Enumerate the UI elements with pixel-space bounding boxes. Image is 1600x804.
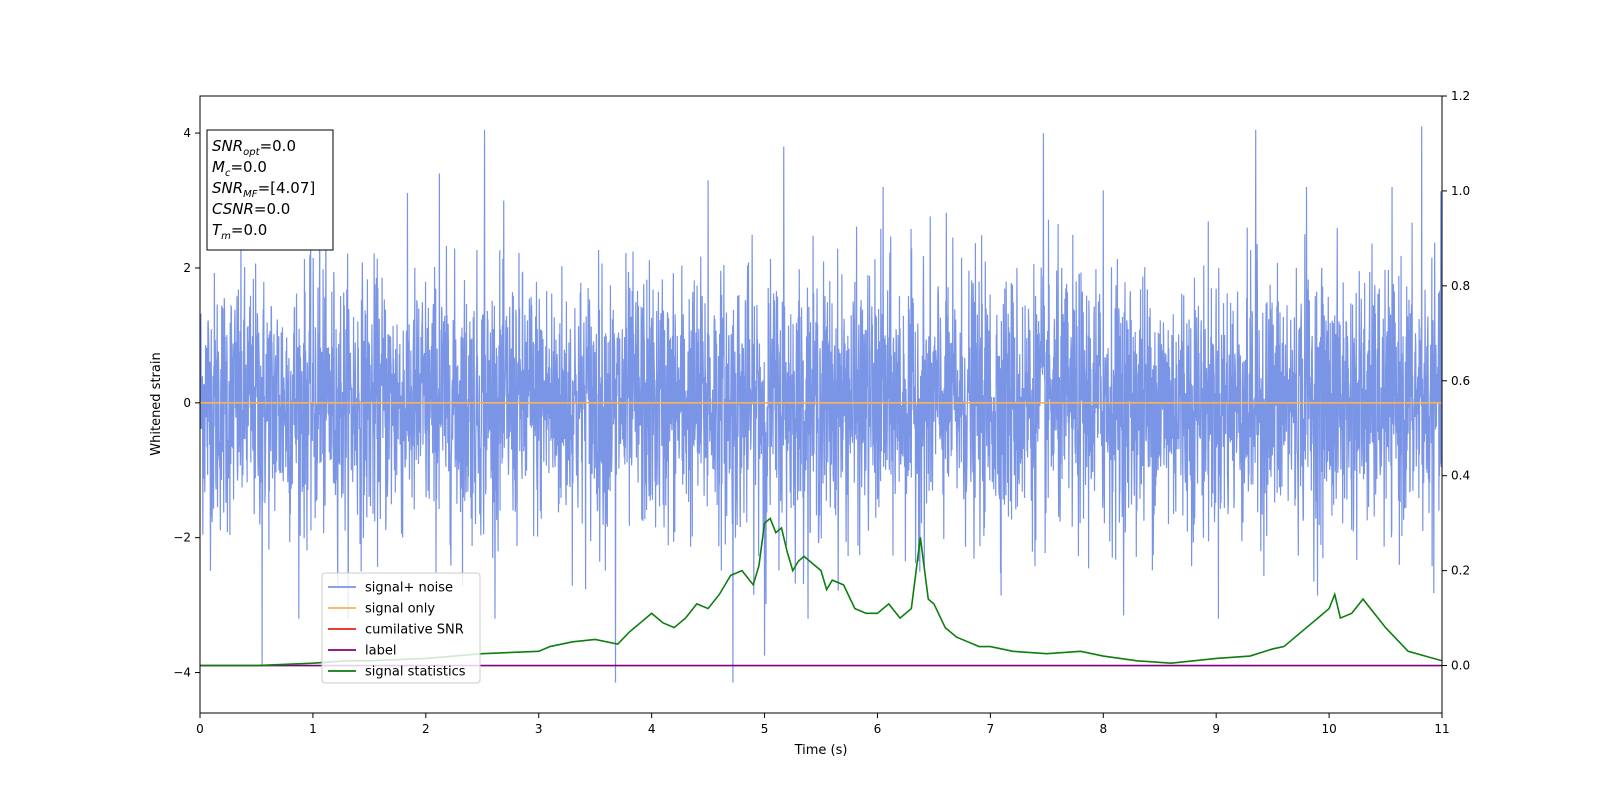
- info-box-line: SNRMF=[4.07]: [212, 179, 315, 200]
- y-tick-label: 0: [183, 396, 191, 410]
- plot-frame: [199, 95, 1443, 714]
- x-axis: 0 1 2 3 4 5 6 7 8 9 10 11: [196, 713, 1450, 736]
- info-symbol: T: [212, 221, 223, 239]
- y-tick-label: −2: [173, 531, 191, 545]
- y-axis-label: Whitened strain: [149, 352, 164, 455]
- x-tick-label: 3: [535, 722, 543, 736]
- x-tick-label: 9: [1212, 722, 1220, 736]
- x-tick-label: 11: [1434, 722, 1449, 736]
- y2-tick-label: 1.0: [1451, 184, 1470, 198]
- x-tick-label: 4: [648, 722, 656, 736]
- y2-tick-label: 0.4: [1451, 469, 1470, 483]
- info-value: =0.0: [254, 200, 290, 218]
- info-subscript: c: [225, 168, 231, 179]
- x-tick-label: 10: [1321, 722, 1336, 736]
- info-value: =[4.07]: [258, 179, 316, 197]
- x-tick-label: 8: [1099, 722, 1107, 736]
- info-value: =0.0: [260, 137, 296, 155]
- info-subscript: m: [221, 231, 231, 242]
- y-tick-label: 4: [183, 126, 191, 140]
- info-box: SNRopt=0.0Mc=0.0SNRMF=[4.07]CSNR=0.0Tm=0…: [206, 129, 334, 251]
- info-box-line: Mc=0.0: [212, 158, 267, 179]
- legend-entry: signal statistics: [365, 665, 466, 680]
- x-tick-label: 1: [309, 722, 317, 736]
- legend: signal+ noise signal only cumilative SNR la…: [321, 572, 481, 684]
- series-line-signal-noise: [200, 126, 1442, 683]
- x-tick-label: 0: [196, 722, 204, 736]
- y-axis-left: −4 −2 0 2 4: [173, 126, 200, 680]
- x-axis-label: Time (s): [794, 743, 848, 758]
- info-box-frame: [206, 129, 334, 251]
- info-subscript: MF: [243, 189, 258, 200]
- info-symbol: M: [212, 158, 225, 176]
- y2-tick-label: 0.0: [1451, 659, 1470, 673]
- info-box-line: SNRopt=0.0: [212, 137, 296, 158]
- info-box-line: CSNR=0.0: [212, 200, 290, 218]
- y2-tick-label: 0.6: [1451, 374, 1470, 388]
- y-tick-label: 2: [183, 261, 191, 275]
- info-value: =0.0: [231, 221, 267, 239]
- x-tick-label: 2: [422, 722, 430, 736]
- info-symbol: SNR: [212, 137, 243, 155]
- y-tick-label: −4: [173, 666, 191, 680]
- info-value: =0.0: [230, 158, 266, 176]
- legend-frame: [321, 572, 481, 684]
- info-symbol: SNR: [212, 179, 243, 197]
- legend-entry: signal+ noise: [365, 581, 453, 596]
- legend-entry: cumilative SNR: [365, 623, 464, 638]
- info-box-line: Tm=0.0: [212, 221, 267, 242]
- y2-tick-label: 0.8: [1451, 279, 1470, 293]
- info-subscript: opt: [243, 147, 260, 158]
- series-line-signal-statistics: [200, 517, 1442, 667]
- x-tick-label: 7: [987, 722, 995, 736]
- y-axis-right: 0.0 0.2 0.4 0.6 0.8 1.0 1.2: [1442, 89, 1470, 673]
- info-symbol: CSNR: [212, 200, 254, 218]
- legend-entry: label: [365, 644, 396, 659]
- legend-entry: signal only: [365, 602, 435, 617]
- x-tick-label: 6: [874, 722, 882, 736]
- y2-tick-label: 1.2: [1451, 89, 1470, 103]
- x-tick-label: 5: [761, 722, 769, 736]
- y2-tick-label: 0.2: [1451, 564, 1470, 578]
